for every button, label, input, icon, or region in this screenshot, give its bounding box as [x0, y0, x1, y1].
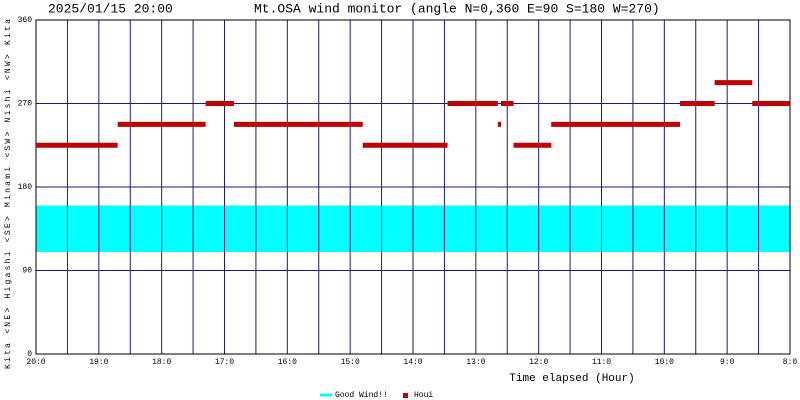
x-tick-label: 11:0	[592, 358, 611, 367]
x-tick-label: 14:0	[403, 358, 422, 367]
y-tick-label: 90	[22, 267, 32, 276]
x-tick-label: 17:0	[215, 358, 234, 367]
x-tick-label: 13:0	[466, 358, 485, 367]
x-axis-label: Time elapsed (Hour)	[509, 373, 634, 385]
y-tick-label: 180	[18, 183, 33, 192]
legend-label: Houi	[414, 391, 433, 400]
y-tick-label: 0	[27, 350, 32, 359]
chart-title: Mt.OSA wind monitor (angle N=0,360 E=90 …	[254, 1, 660, 16]
x-tick-label: 15:0	[341, 358, 360, 367]
legend-label: Good Wind!!	[335, 391, 388, 400]
x-tick-label: 20:0	[26, 358, 45, 367]
plot-frame	[35, 19, 791, 355]
x-tick-label: 16:0	[278, 358, 297, 367]
y-tick-label: 270	[18, 100, 33, 109]
x-tick-label: 18:0	[152, 358, 171, 367]
x-tick-label: 12:0	[529, 358, 548, 367]
legend-swatch	[403, 393, 408, 398]
y-tick-label: 360	[18, 16, 33, 25]
x-tick-label: 8:0	[783, 358, 798, 367]
x-tick-label: 19:0	[89, 358, 108, 367]
date: 2025/01/15 20:00	[48, 1, 173, 16]
x-tick-label: 10:0	[655, 358, 674, 367]
x-tick-label: 9:0	[720, 358, 735, 367]
